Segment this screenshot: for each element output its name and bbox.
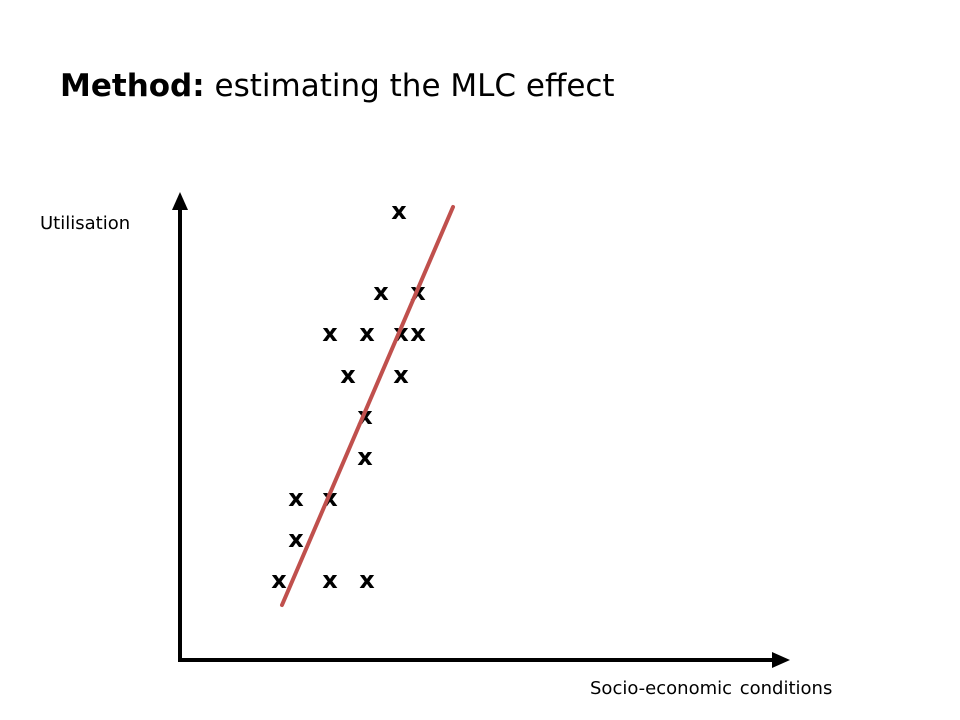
scatter-marker: x	[393, 361, 409, 389]
scatter-marker: x	[271, 566, 287, 594]
y-axis-arrowhead	[172, 192, 188, 210]
scatter-markers: xxxxxxxxxxxxxxxxx	[271, 197, 426, 594]
scatter-marker: x	[359, 566, 375, 594]
scatter-marker: x	[391, 197, 407, 225]
axes	[172, 192, 790, 668]
trend-line	[280, 205, 455, 607]
scatter-marker: x	[322, 319, 338, 347]
x-axis-arrowhead	[772, 652, 790, 668]
title-bold: Method:	[60, 68, 205, 104]
y-axis-label: Utilisation	[40, 213, 131, 234]
scatter-marker: x	[410, 319, 426, 347]
scatter-marker: x	[340, 361, 356, 389]
scatter-marker: x	[373, 278, 389, 306]
title-rest: estimating the MLC effect	[204, 68, 615, 104]
scatter-marker: x	[359, 319, 375, 347]
scatter-marker: x	[357, 443, 373, 471]
scatter-marker: x	[288, 525, 304, 553]
x-axis-label: Socio-economic conditions	[590, 678, 833, 699]
slide-title: Method: estimating the MLC effect	[60, 68, 615, 104]
scatter-marker: x	[322, 566, 338, 594]
scatter-marker: x	[288, 484, 304, 512]
